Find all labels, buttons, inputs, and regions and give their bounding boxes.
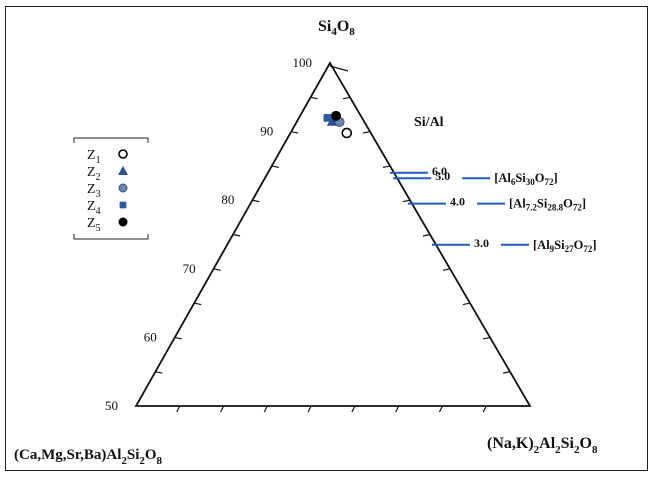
right-axis-tick: [462, 302, 471, 306]
data-point-z1: [341, 127, 353, 139]
right-axis-tick: [502, 371, 511, 374]
left-axis-tick: [194, 302, 202, 306]
legend-marker-z3: [118, 183, 128, 193]
bottom-left-vertex-label: (Ca,Mg,Sr,Ba)Al2Si2O8: [14, 447, 163, 467]
figure-frame: [5, 6, 648, 471]
right-axis-tick: [422, 233, 431, 237]
data-point-z5: [330, 110, 341, 121]
legend-label: Z2: [87, 165, 101, 183]
top-vertex-label: Si4O8: [318, 18, 355, 38]
right-axis-tick: [482, 336, 491, 340]
legend-label: Z5: [87, 216, 101, 234]
left-axis-tick-label: 100: [293, 55, 313, 70]
bottom-axis-tick: [395, 405, 400, 413]
right-axis-tick: [382, 165, 391, 168]
bottom-axis-tick: [263, 405, 268, 413]
bottom-axis-tick: [220, 405, 225, 413]
legend-label: Z1: [87, 148, 101, 166]
bottom-axis-tick: [438, 405, 443, 413]
left-axis-tick: [271, 165, 279, 168]
right-axis-tick: [402, 199, 411, 203]
si-al-formula-label: [Al7.2Si28.8O72]: [509, 197, 586, 213]
left-axis-tick: [155, 371, 163, 374]
legend-label: Z3: [87, 182, 101, 200]
left-axis-tick: [310, 96, 318, 100]
legend-marker-z2: [118, 166, 128, 175]
bottom-right-vertex-label: (Na,K)2Al2Si2O8: [487, 435, 598, 456]
left-axis-tick: [252, 199, 260, 203]
bottom-axis-tick: [176, 405, 181, 413]
left-axis-tick-label: 70: [183, 261, 196, 276]
si-al-value-label: 5.0: [435, 169, 450, 183]
right-axis-tick: [442, 268, 451, 271]
legend-marker-z5: [118, 217, 128, 227]
data-point-z4: [323, 114, 332, 122]
bottom-axis-tick: [482, 405, 487, 413]
si-al-value-label: 4.0: [450, 195, 465, 209]
left-axis-tick: [232, 233, 241, 237]
left-axis-tick-label: 90: [260, 124, 273, 139]
si-al-formula-label: [Al6Si30O72]: [494, 171, 558, 187]
left-axis-tick: [213, 268, 221, 271]
bottom-axis-tick: [307, 405, 312, 413]
right-axis-tick: [362, 131, 371, 134]
legend-marker-z1: [118, 149, 128, 159]
si-al-label: Si/Al: [414, 115, 444, 130]
left-axis-tick: [291, 131, 299, 134]
left-axis-tick: [174, 336, 182, 340]
si-al-formula-label: [Al9Si27O72]: [533, 238, 597, 254]
right-axis-tick: [342, 96, 351, 100]
left-axis-tick-label: 60: [144, 329, 157, 344]
legend-label: Z4: [87, 199, 101, 217]
si-al-value-label: 3.0: [474, 236, 489, 250]
left-axis-tick-label: 80: [221, 192, 234, 207]
si-al-value-label: 6.0: [432, 164, 447, 178]
top-axis-tick: [329, 65, 349, 72]
left-axis-tick-label: 50: [105, 398, 118, 413]
bottom-axis-tick: [351, 405, 356, 413]
legend-marker-z4: [119, 201, 127, 209]
